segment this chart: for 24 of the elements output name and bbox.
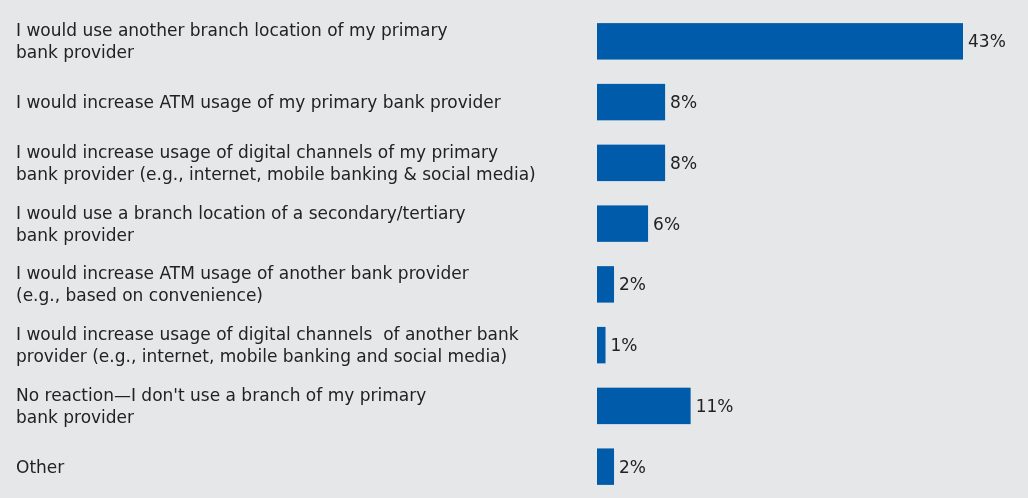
y-tick-label: I would use another branch location of my primary bank provider [16, 20, 448, 63]
y-tick-label: I would increase ATM usage of another bank provider (e.g., based on convenience) [16, 263, 469, 306]
y-tick-label: I would increase usage of digital channels of my primary bank provider (e.g., internet, mobile banking & social media) [16, 141, 536, 184]
data-label: 2% [619, 274, 647, 295]
bar [597, 83, 666, 121]
y-tick-label: I would increase ATM usage of my primary bank provider [16, 92, 501, 113]
data-label: 8% [670, 152, 698, 173]
y-tick-label: I would increase usage of digital channels of another bank provider (e.g., internet, mobile banking and social media) [16, 324, 519, 367]
bar [597, 387, 691, 425]
bar [597, 23, 963, 60]
data-label: 11% [695, 395, 734, 416]
data-label: 2% [619, 456, 647, 477]
data-label: 1% [610, 335, 638, 356]
data-label: 8% [670, 92, 698, 113]
y-tick-label: I would use a branch location of a secondary/tertiary bank provider [16, 202, 466, 245]
data-label: 6% [653, 213, 681, 234]
bar [597, 205, 649, 242]
bar [597, 266, 615, 303]
y-tick-label: Other [16, 456, 65, 477]
bar [597, 448, 615, 485]
bar [597, 144, 666, 182]
data-label: 43% [968, 31, 1006, 52]
bar [597, 326, 606, 364]
y-tick-label: No reaction—I don't use a branch of my primary bank provider [16, 384, 427, 427]
